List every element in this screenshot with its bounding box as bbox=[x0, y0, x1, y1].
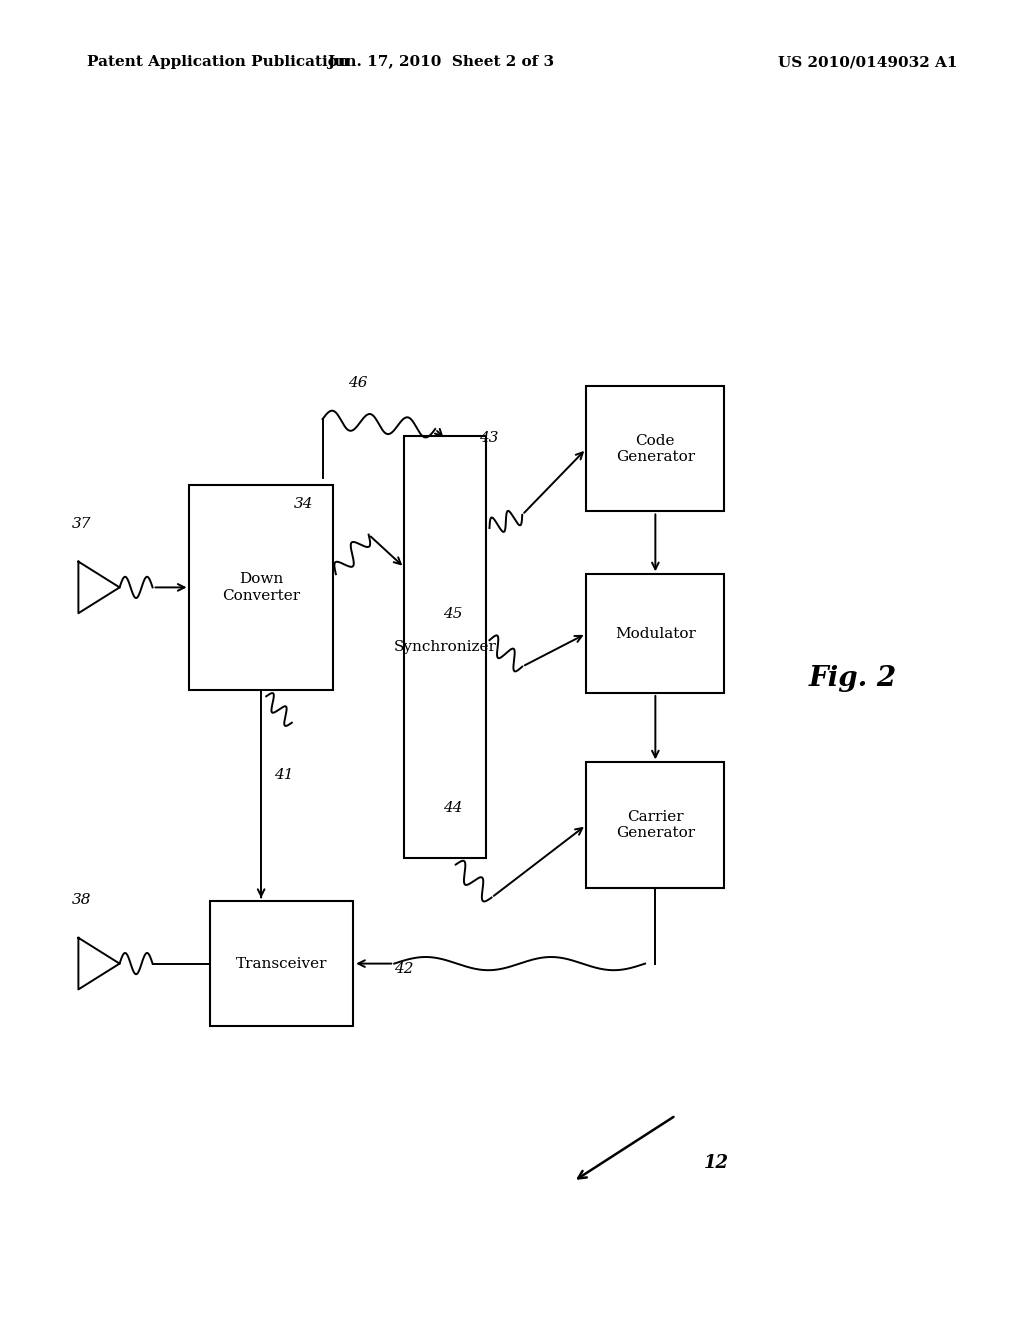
Bar bbox=[586, 763, 725, 887]
Text: 12: 12 bbox=[705, 1154, 729, 1172]
Text: Fig. 2: Fig. 2 bbox=[809, 665, 897, 693]
Bar bbox=[404, 436, 486, 858]
Text: US 2010/0149032 A1: US 2010/0149032 A1 bbox=[778, 55, 957, 70]
Text: 45: 45 bbox=[443, 607, 463, 620]
Text: 46: 46 bbox=[348, 376, 368, 389]
Bar bbox=[586, 574, 725, 693]
Text: Carrier
Generator: Carrier Generator bbox=[615, 810, 695, 840]
Text: Transceiver: Transceiver bbox=[236, 957, 328, 970]
Text: Code
Generator: Code Generator bbox=[615, 434, 695, 463]
Text: 44: 44 bbox=[443, 801, 463, 814]
Text: 42: 42 bbox=[394, 962, 414, 975]
Text: Modulator: Modulator bbox=[615, 627, 695, 640]
Text: 37: 37 bbox=[72, 517, 91, 531]
Text: 43: 43 bbox=[479, 432, 499, 445]
Bar bbox=[210, 900, 353, 1027]
Text: 41: 41 bbox=[274, 768, 294, 781]
Text: Patent Application Publication: Patent Application Publication bbox=[87, 55, 349, 70]
Bar bbox=[586, 385, 725, 511]
Text: 34: 34 bbox=[294, 498, 313, 511]
Bar bbox=[189, 484, 333, 689]
Text: Jun. 17, 2010  Sheet 2 of 3: Jun. 17, 2010 Sheet 2 of 3 bbox=[327, 55, 554, 70]
Text: Down
Converter: Down Converter bbox=[222, 573, 300, 602]
Text: 38: 38 bbox=[72, 894, 91, 907]
Text: Synchronizer: Synchronizer bbox=[394, 640, 497, 653]
